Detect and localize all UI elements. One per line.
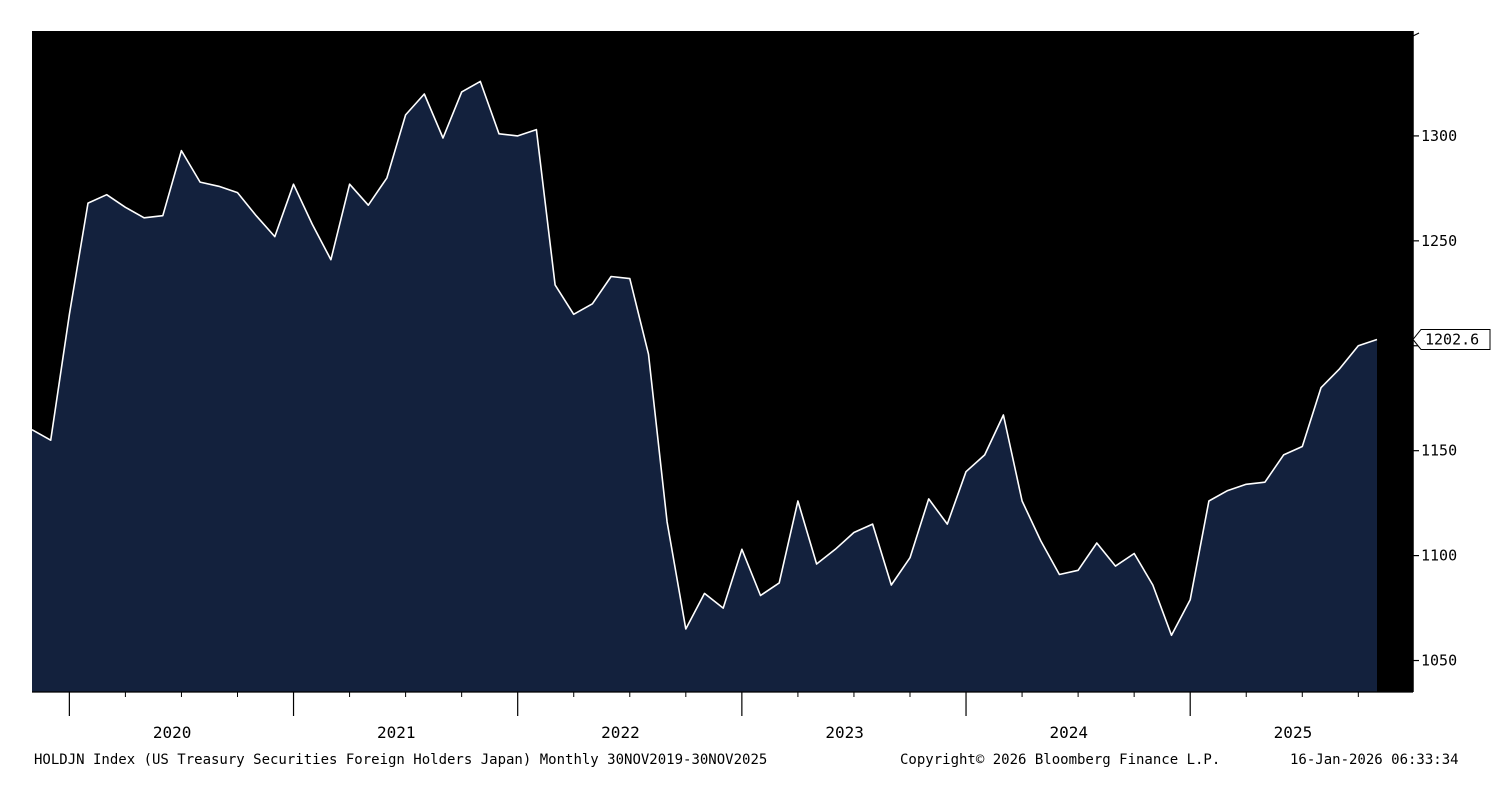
timestamp-text: 16-Jan-2026 06:33:34: [1290, 752, 1459, 768]
y-tick-label: 1050: [1421, 652, 1457, 670]
copyright-text: Copyright© 2026 Bloomberg Finance L.P.: [900, 752, 1220, 768]
x-year-label: 2022: [601, 723, 640, 742]
y-tick-label: 1250: [1421, 232, 1457, 250]
x-year-label: 2024: [1050, 723, 1089, 742]
series-area: [32, 81, 1377, 692]
x-axis: 2020 2021 2022 2023 2024 2025: [32, 691, 1413, 742]
y-tick-label: 1300: [1421, 127, 1457, 145]
y-tick: [1412, 32, 1420, 37]
y-tick-label: 1150: [1421, 442, 1457, 460]
last-value-marker: 1202.6: [1412, 328, 1491, 350]
series-line: [31, 80, 1378, 637]
x-year-label: 2021: [377, 723, 416, 742]
x-year-label: 2025: [1274, 723, 1313, 742]
last-value-label: 1202.6: [1425, 330, 1479, 348]
area-layer: [31, 80, 1378, 692]
y-tick-label: 1100: [1421, 547, 1457, 565]
x-year-label: 2020: [153, 723, 192, 742]
chart-description: HOLDJN Index (US Treasury Securities For…: [34, 752, 767, 768]
x-year-label: 2023: [825, 723, 864, 742]
last-value-box: [1412, 328, 1491, 350]
y-axis: 1050 1100 1150 1250 1300: [1412, 31, 1457, 692]
